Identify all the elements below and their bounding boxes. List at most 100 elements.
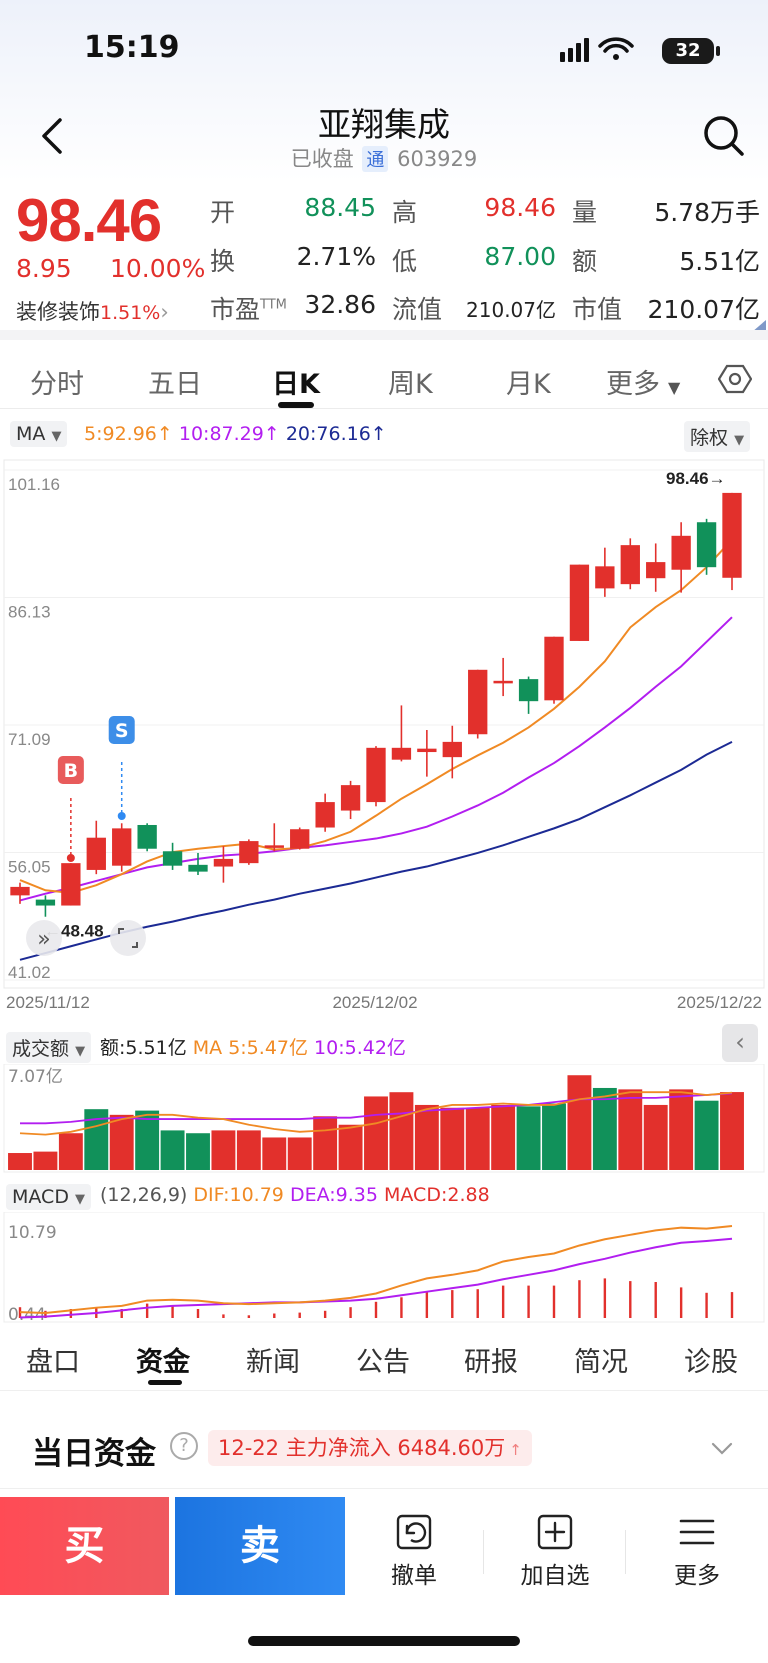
signal-icon	[560, 38, 589, 62]
cancel-order-button[interactable]: 撤单	[354, 1512, 474, 1590]
tab-day-k[interactable]: 日K	[272, 369, 320, 400]
macd-params: (12,26,9)	[100, 1184, 188, 1206]
nav-divider	[0, 1390, 768, 1391]
market-status: 已收盘	[290, 147, 354, 171]
macd-bar	[654, 1282, 657, 1318]
more-button[interactable]: 更多	[637, 1512, 757, 1590]
expand-icon	[26, 920, 62, 956]
home-indicator	[248, 1636, 520, 1646]
volume-legend: 额:5.51亿 MA 5:5.47亿 10:5.42亿	[100, 1033, 406, 1060]
back-icon[interactable]	[32, 112, 72, 160]
expand-icon-glyph: »	[37, 927, 50, 952]
volume-bar	[542, 1103, 566, 1170]
status-icons	[560, 37, 634, 62]
tab-capital[interactable]: 资金	[136, 1347, 190, 1378]
candle-body	[10, 886, 30, 896]
active-bottom-indicator	[148, 1380, 182, 1385]
macd-bar	[196, 1309, 200, 1318]
sell-button[interactable]: 卖	[175, 1497, 345, 1595]
volume-bar	[211, 1130, 236, 1170]
candle-body	[518, 679, 539, 702]
help-icon[interactable]: ?	[170, 1432, 198, 1460]
volume-bar	[465, 1107, 490, 1170]
candlestick-chart[interactable]: 101.1686.1371.0956.0541.02BS98.46→←48.48…	[0, 456, 768, 1021]
corner-fold-icon	[752, 320, 766, 332]
adjust-selector[interactable]: 除权 ▼	[684, 421, 751, 452]
volume-bar	[643, 1104, 668, 1170]
macd-bar	[323, 1310, 327, 1318]
stock-code: 603929	[397, 147, 478, 171]
candle-body	[569, 564, 590, 641]
candle-body	[340, 785, 361, 811]
last-price-label: 98.46→	[666, 469, 726, 488]
macd-selector[interactable]: MACD ▼	[6, 1184, 92, 1210]
tab-more[interactable]: 更多 ▼	[606, 369, 681, 400]
search-icon[interactable]	[700, 112, 748, 160]
volume-selector[interactable]: 成交额 ▼	[6, 1032, 92, 1063]
add-watchlist-button[interactable]: 加自选	[495, 1512, 615, 1590]
tab-diagnosis[interactable]: 诊股	[684, 1347, 738, 1378]
volume-amount: 额:5.51亿	[100, 1037, 187, 1059]
battery-icon: 32	[662, 38, 714, 64]
tab-announcements[interactable]: 公告	[356, 1347, 410, 1378]
sector-link[interactable]: 装修装饰1.51%›	[16, 296, 169, 326]
volume-bar	[567, 1075, 592, 1170]
tab-week-k[interactable]: 周K	[388, 369, 433, 400]
volume-bar	[669, 1089, 694, 1170]
macd-top-label: 10.79	[8, 1223, 57, 1243]
macd-dea-line	[19, 1237, 733, 1319]
volume-label: 量	[572, 198, 598, 227]
ma-selector[interactable]: MA ▼	[10, 421, 68, 447]
volume-bar	[694, 1100, 719, 1170]
macd-bar	[451, 1290, 454, 1318]
last-price: 98.46	[16, 187, 162, 254]
ma5-value: 5:92.96	[84, 423, 157, 445]
volume-bar	[186, 1133, 210, 1170]
candle-body	[671, 535, 691, 570]
macd-bar	[578, 1280, 581, 1318]
candle-body	[213, 858, 234, 867]
arrow-up-icon: ↑	[370, 423, 387, 445]
open-value: 88.45	[304, 193, 376, 222]
tab-research[interactable]: 研报	[464, 1347, 518, 1378]
macd-bar	[425, 1291, 429, 1318]
macd-bar	[730, 1292, 734, 1318]
candle-body	[595, 566, 615, 589]
volume-ma5-line	[19, 1091, 733, 1136]
caret-down-icon: ▼	[668, 378, 681, 397]
price-change-pct: 10.00%	[110, 254, 206, 283]
buy-button[interactable]: 买	[0, 1497, 169, 1595]
volume-bar	[720, 1092, 744, 1170]
macd-bar	[552, 1285, 556, 1318]
volume-bar	[618, 1089, 643, 1170]
ma10-line	[19, 616, 733, 902]
tab-news[interactable]: 新闻	[246, 1347, 300, 1378]
candle-body	[493, 680, 513, 684]
high-label: 高	[392, 198, 418, 227]
settings-icon[interactable]	[718, 362, 752, 396]
tab-five-day[interactable]: 五日	[148, 369, 202, 400]
turnover-value: 2.71%	[296, 242, 376, 271]
tab-month-k[interactable]: 月K	[506, 369, 551, 400]
undo-icon	[396, 1514, 432, 1550]
collapse-panel-button[interactable]: ‹	[722, 1024, 758, 1062]
tab-minute[interactable]: 分时	[30, 369, 84, 400]
amount-value: 5.51亿	[679, 247, 760, 276]
arrow-up-icon: ↑	[156, 423, 173, 445]
tab-order-book[interactable]: 盘口	[26, 1347, 80, 1378]
volume-chart: 7.07亿	[3, 1064, 765, 1173]
candle-body	[290, 829, 310, 849]
volume-bar	[109, 1114, 134, 1170]
chevron-down-icon[interactable]	[710, 1436, 734, 1460]
volume-bar	[313, 1116, 338, 1170]
tab-profile[interactable]: 简况	[574, 1347, 628, 1378]
more-label: 更多	[674, 1563, 720, 1589]
macd-bar	[171, 1305, 174, 1318]
volume-value: 5.78万手	[654, 198, 760, 227]
macd-bar	[603, 1278, 607, 1318]
caret-down-icon: ▼	[75, 1044, 86, 1059]
volume-bar	[287, 1137, 312, 1170]
macd-bar	[145, 1303, 149, 1318]
tabs-divider	[0, 408, 768, 409]
candle-body	[442, 741, 462, 758]
